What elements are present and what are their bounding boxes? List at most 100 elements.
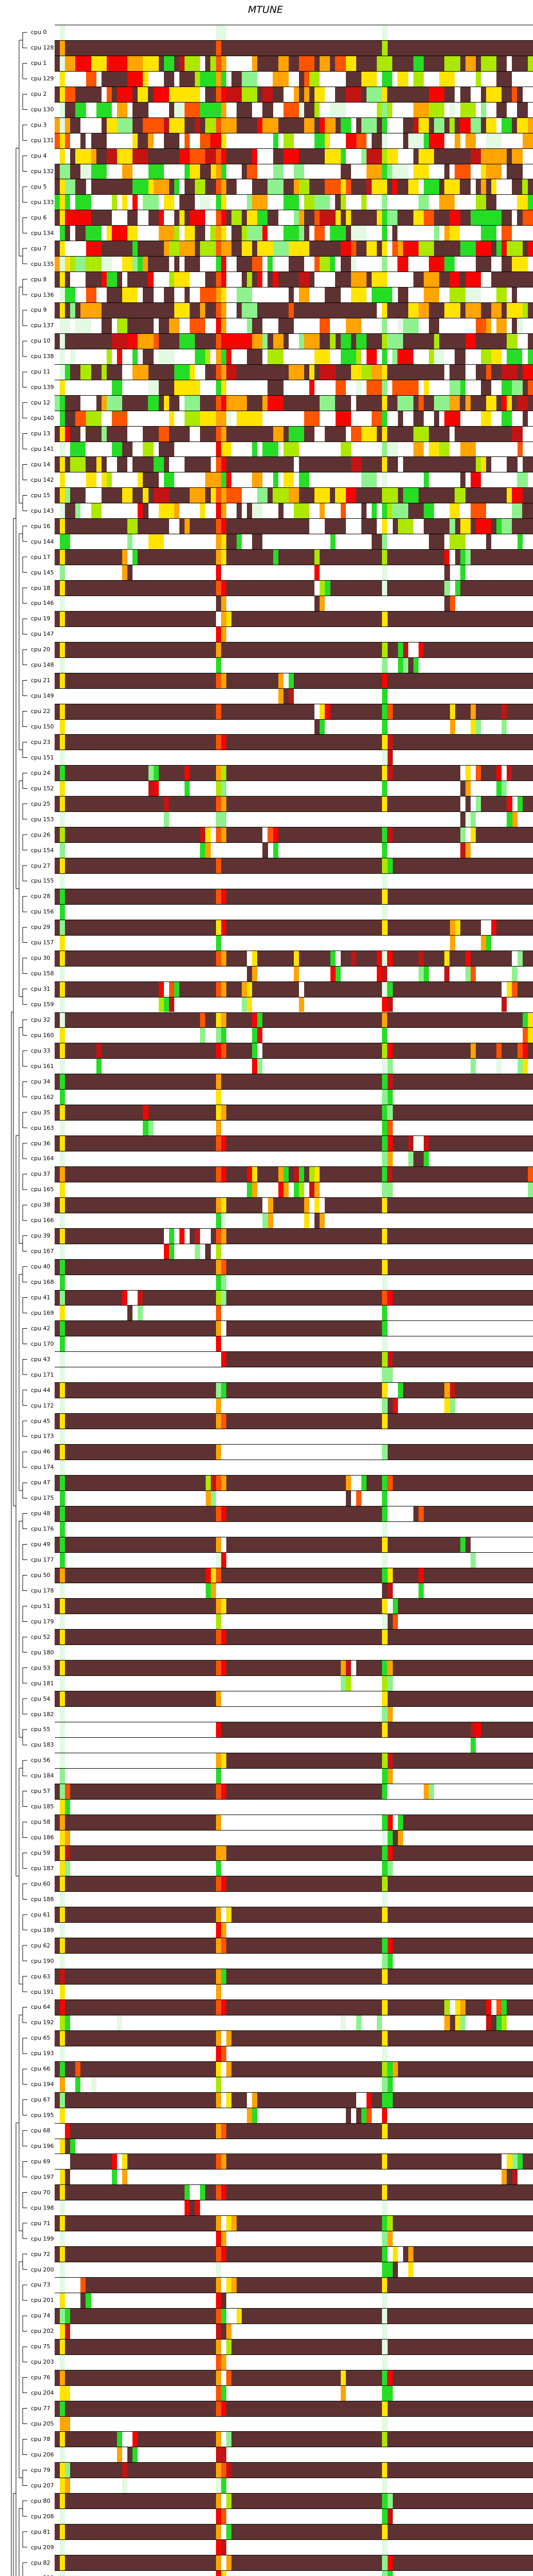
cell-run bbox=[460, 117, 471, 133]
cell-run bbox=[527, 1043, 533, 1059]
cell-run bbox=[449, 565, 460, 581]
cell-run bbox=[475, 827, 533, 843]
cell-run bbox=[221, 287, 226, 302]
row-heatmap bbox=[55, 1475, 533, 1490]
row-label: cpu 66 bbox=[31, 2065, 51, 2073]
cell-run bbox=[314, 1197, 320, 1213]
cell-run bbox=[242, 981, 247, 997]
cell-run bbox=[475, 195, 486, 210]
cell-run bbox=[200, 503, 206, 519]
cell-run bbox=[231, 2524, 382, 2540]
cell-run bbox=[392, 1707, 533, 1722]
row-label: cpu 42 bbox=[31, 1325, 51, 1332]
cell-run bbox=[382, 2385, 393, 2401]
cell-run bbox=[55, 1954, 60, 1969]
cell-run bbox=[55, 2061, 60, 2077]
cell-run bbox=[434, 333, 440, 349]
cell-run bbox=[60, 488, 65, 503]
cell-run bbox=[65, 87, 76, 102]
cell-run bbox=[335, 87, 346, 102]
cell-run bbox=[247, 966, 253, 981]
cell-run bbox=[439, 179, 445, 195]
cell-run bbox=[215, 2216, 221, 2231]
cell-run bbox=[75, 87, 102, 102]
cell-run bbox=[419, 1568, 424, 1583]
cell-run bbox=[158, 349, 174, 364]
cell-run bbox=[221, 1537, 226, 1552]
cell-run bbox=[231, 2555, 382, 2570]
row-heatmap bbox=[55, 518, 533, 534]
cell-run bbox=[60, 1028, 65, 1043]
cell-run bbox=[486, 195, 497, 210]
row-heatmap bbox=[55, 1105, 533, 1121]
cell-run bbox=[367, 1475, 382, 1490]
cell-run bbox=[522, 534, 533, 550]
cell-run bbox=[382, 843, 388, 858]
cell-run bbox=[345, 2108, 351, 2123]
cell-run bbox=[163, 71, 174, 87]
row-heatmap bbox=[55, 456, 533, 472]
cell-run bbox=[138, 472, 143, 488]
cell-run bbox=[413, 56, 424, 71]
cell-run bbox=[226, 1845, 382, 1861]
cell-run bbox=[221, 2354, 226, 2370]
cell-run bbox=[138, 133, 148, 148]
cell-run bbox=[470, 210, 502, 226]
cell-run bbox=[55, 457, 60, 472]
cpu-row: cpu 169 bbox=[0, 1305, 533, 1321]
cell-run bbox=[60, 1074, 65, 1090]
cell-run bbox=[517, 117, 528, 133]
cell-run bbox=[226, 102, 237, 117]
cell-run bbox=[351, 1475, 362, 1490]
cell-run bbox=[345, 503, 361, 519]
cell-run bbox=[221, 195, 226, 210]
cell-run bbox=[185, 133, 190, 148]
cell-run bbox=[226, 1197, 263, 1213]
row-heatmap bbox=[55, 549, 533, 565]
row-label: cpu 70 bbox=[31, 2189, 51, 2196]
cell-run bbox=[70, 534, 128, 550]
cell-run bbox=[491, 935, 533, 951]
cell-run bbox=[221, 2540, 226, 2555]
cell-run bbox=[460, 2015, 465, 2030]
cpu-row: cpu 148 bbox=[0, 657, 533, 673]
row-label: cpu 202 bbox=[31, 2328, 54, 2335]
cell-run bbox=[517, 534, 523, 550]
cell-run bbox=[486, 395, 497, 411]
cell-run bbox=[65, 2293, 81, 2308]
cell-run bbox=[132, 133, 138, 148]
cell-run bbox=[65, 1722, 216, 1737]
cell-run bbox=[304, 102, 315, 117]
cell-run bbox=[65, 719, 315, 735]
cell-run bbox=[55, 1552, 60, 1568]
cell-run bbox=[455, 102, 460, 117]
cell-run bbox=[153, 133, 164, 148]
cell-run bbox=[387, 1614, 393, 1630]
cell-run bbox=[226, 133, 273, 148]
cell-run bbox=[480, 303, 492, 318]
cell-run bbox=[226, 2324, 231, 2339]
cpu-row: cpu 45 bbox=[0, 1413, 533, 1429]
row-heatmap bbox=[55, 611, 533, 626]
cell-run bbox=[382, 257, 388, 272]
cell-run bbox=[387, 2000, 445, 2015]
cell-run bbox=[138, 2432, 216, 2447]
cell-run bbox=[221, 2262, 382, 2277]
cell-run bbox=[320, 257, 330, 272]
cell-run bbox=[470, 1552, 476, 1568]
cell-run bbox=[299, 997, 305, 1012]
cell-run bbox=[226, 1228, 382, 1244]
row-label: cpu 196 bbox=[31, 2142, 54, 2149]
cell-run bbox=[195, 241, 201, 257]
cell-run bbox=[221, 1383, 226, 1398]
cell-run bbox=[522, 349, 528, 364]
cell-run bbox=[382, 1876, 388, 1892]
cell-run bbox=[387, 1028, 523, 1043]
cell-run bbox=[60, 472, 65, 488]
cell-run bbox=[429, 117, 435, 133]
row-label: cpu 157 bbox=[31, 939, 54, 946]
cell-run bbox=[418, 303, 429, 318]
cell-run bbox=[65, 1768, 216, 1784]
cell-run bbox=[60, 812, 65, 827]
cell-run bbox=[423, 179, 440, 195]
